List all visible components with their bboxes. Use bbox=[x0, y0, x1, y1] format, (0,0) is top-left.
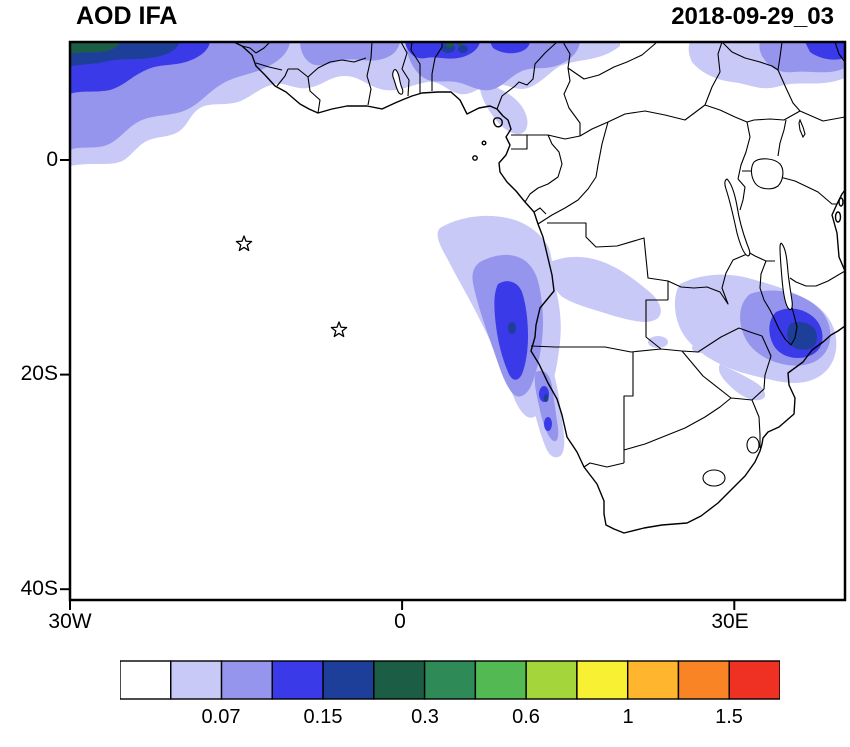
y-axis-label-0: 0 bbox=[46, 148, 58, 171]
lake-volta bbox=[392, 69, 404, 95]
map-frame bbox=[68, 40, 847, 602]
country-borders-layer bbox=[241, 42, 845, 487]
axis-ticks bbox=[60, 159, 736, 610]
colorbar-label-4: 1 bbox=[622, 706, 634, 728]
colorbar-cell-4 bbox=[322, 660, 375, 700]
aod-fill-navy-angola-dot bbox=[508, 322, 516, 334]
aod-fill-navy-namibia-dot bbox=[543, 394, 549, 402]
island-zanzibar bbox=[834, 211, 842, 223]
colorbar-cell-7 bbox=[474, 660, 527, 700]
colorbar-label-0: 0.07 bbox=[201, 706, 241, 728]
borders-central-africa bbox=[511, 42, 748, 225]
island-principe bbox=[481, 140, 487, 146]
colorbar-cell-3 bbox=[271, 660, 324, 700]
border-lesotho bbox=[702, 469, 726, 487]
aod-fill-darkgreen-northwest bbox=[70, 42, 120, 54]
colorbar-cell-1 bbox=[170, 660, 223, 700]
aod-fill-blue-nigeria bbox=[490, 42, 530, 54]
island-bioko bbox=[492, 117, 503, 128]
colorbar-cell-9 bbox=[576, 660, 629, 700]
aod-fill-medium-mid-1 bbox=[300, 42, 400, 66]
x-axis-label-30e: 30E bbox=[711, 610, 749, 633]
plot-timestamp: 2018-09-29_03 bbox=[671, 3, 834, 30]
island-pemba bbox=[838, 197, 844, 207]
aod-fill-blue-namibia-spot-2 bbox=[544, 417, 552, 431]
colorbar-cell-6 bbox=[423, 660, 477, 700]
colorbar-cell-10 bbox=[626, 660, 680, 700]
x-axis-label-0: 0 bbox=[394, 610, 406, 633]
aod-fill-light-dot-2 bbox=[692, 343, 708, 353]
africa-coastline bbox=[233, 42, 845, 534]
colorbar-label-1: 0.15 bbox=[303, 706, 343, 728]
aod-fill-navy-malawi bbox=[787, 321, 817, 350]
colorbar-label-5: 1.5 bbox=[715, 706, 743, 728]
borders-west-africa bbox=[241, 42, 558, 114]
colorbar-cell-8 bbox=[525, 660, 578, 700]
coastline-layer bbox=[233, 42, 845, 534]
aod-fill-light-dot-1 bbox=[648, 336, 668, 348]
aod-fill-light-congo-arm bbox=[548, 256, 661, 322]
colorbar-cell-5 bbox=[373, 660, 426, 700]
colorbar-cell-11 bbox=[677, 660, 730, 700]
star-marker-1 bbox=[235, 235, 253, 252]
lake-turkana bbox=[798, 118, 806, 139]
island-sao-tome bbox=[472, 155, 478, 161]
colorbar bbox=[120, 660, 780, 700]
lakes-layer bbox=[392, 69, 806, 311]
borders-southern-africa bbox=[530, 222, 798, 468]
aod-fill-darkgreen-nigeria-1 bbox=[446, 42, 454, 48]
y-axis-label-40s: 40S bbox=[20, 577, 58, 600]
x-axis-label-30w: 30W bbox=[48, 610, 92, 633]
y-axis-label-20s: 20S bbox=[20, 362, 58, 385]
plot-title: AOD IFA bbox=[76, 2, 178, 30]
star-markers-layer bbox=[235, 235, 348, 338]
lake-tanganyika bbox=[724, 178, 751, 257]
lake-victoria bbox=[750, 158, 784, 190]
colorbar-cell-2 bbox=[220, 660, 274, 700]
border-swaziland bbox=[746, 436, 760, 454]
aod-fill-light-cameroon-tongue bbox=[479, 82, 528, 135]
borders-east-africa bbox=[721, 42, 845, 287]
colorbar-cell-12 bbox=[728, 660, 780, 700]
colorbar-label-3: 0.6 bbox=[512, 706, 540, 728]
aod-fill-light-zambezi-arm bbox=[718, 364, 766, 401]
aod-shading-layer bbox=[70, 42, 845, 458]
colorbar-label-2: 0.3 bbox=[411, 706, 439, 728]
star-marker-2 bbox=[330, 321, 348, 338]
aod-fill-blue-northeast-edge bbox=[805, 42, 845, 60]
lake-malawi bbox=[779, 242, 793, 311]
map-canvas bbox=[60, 40, 847, 610]
colorbar-cell-0 bbox=[120, 660, 172, 700]
aod-fill-navy-nigeria-spot-2 bbox=[458, 45, 468, 53]
